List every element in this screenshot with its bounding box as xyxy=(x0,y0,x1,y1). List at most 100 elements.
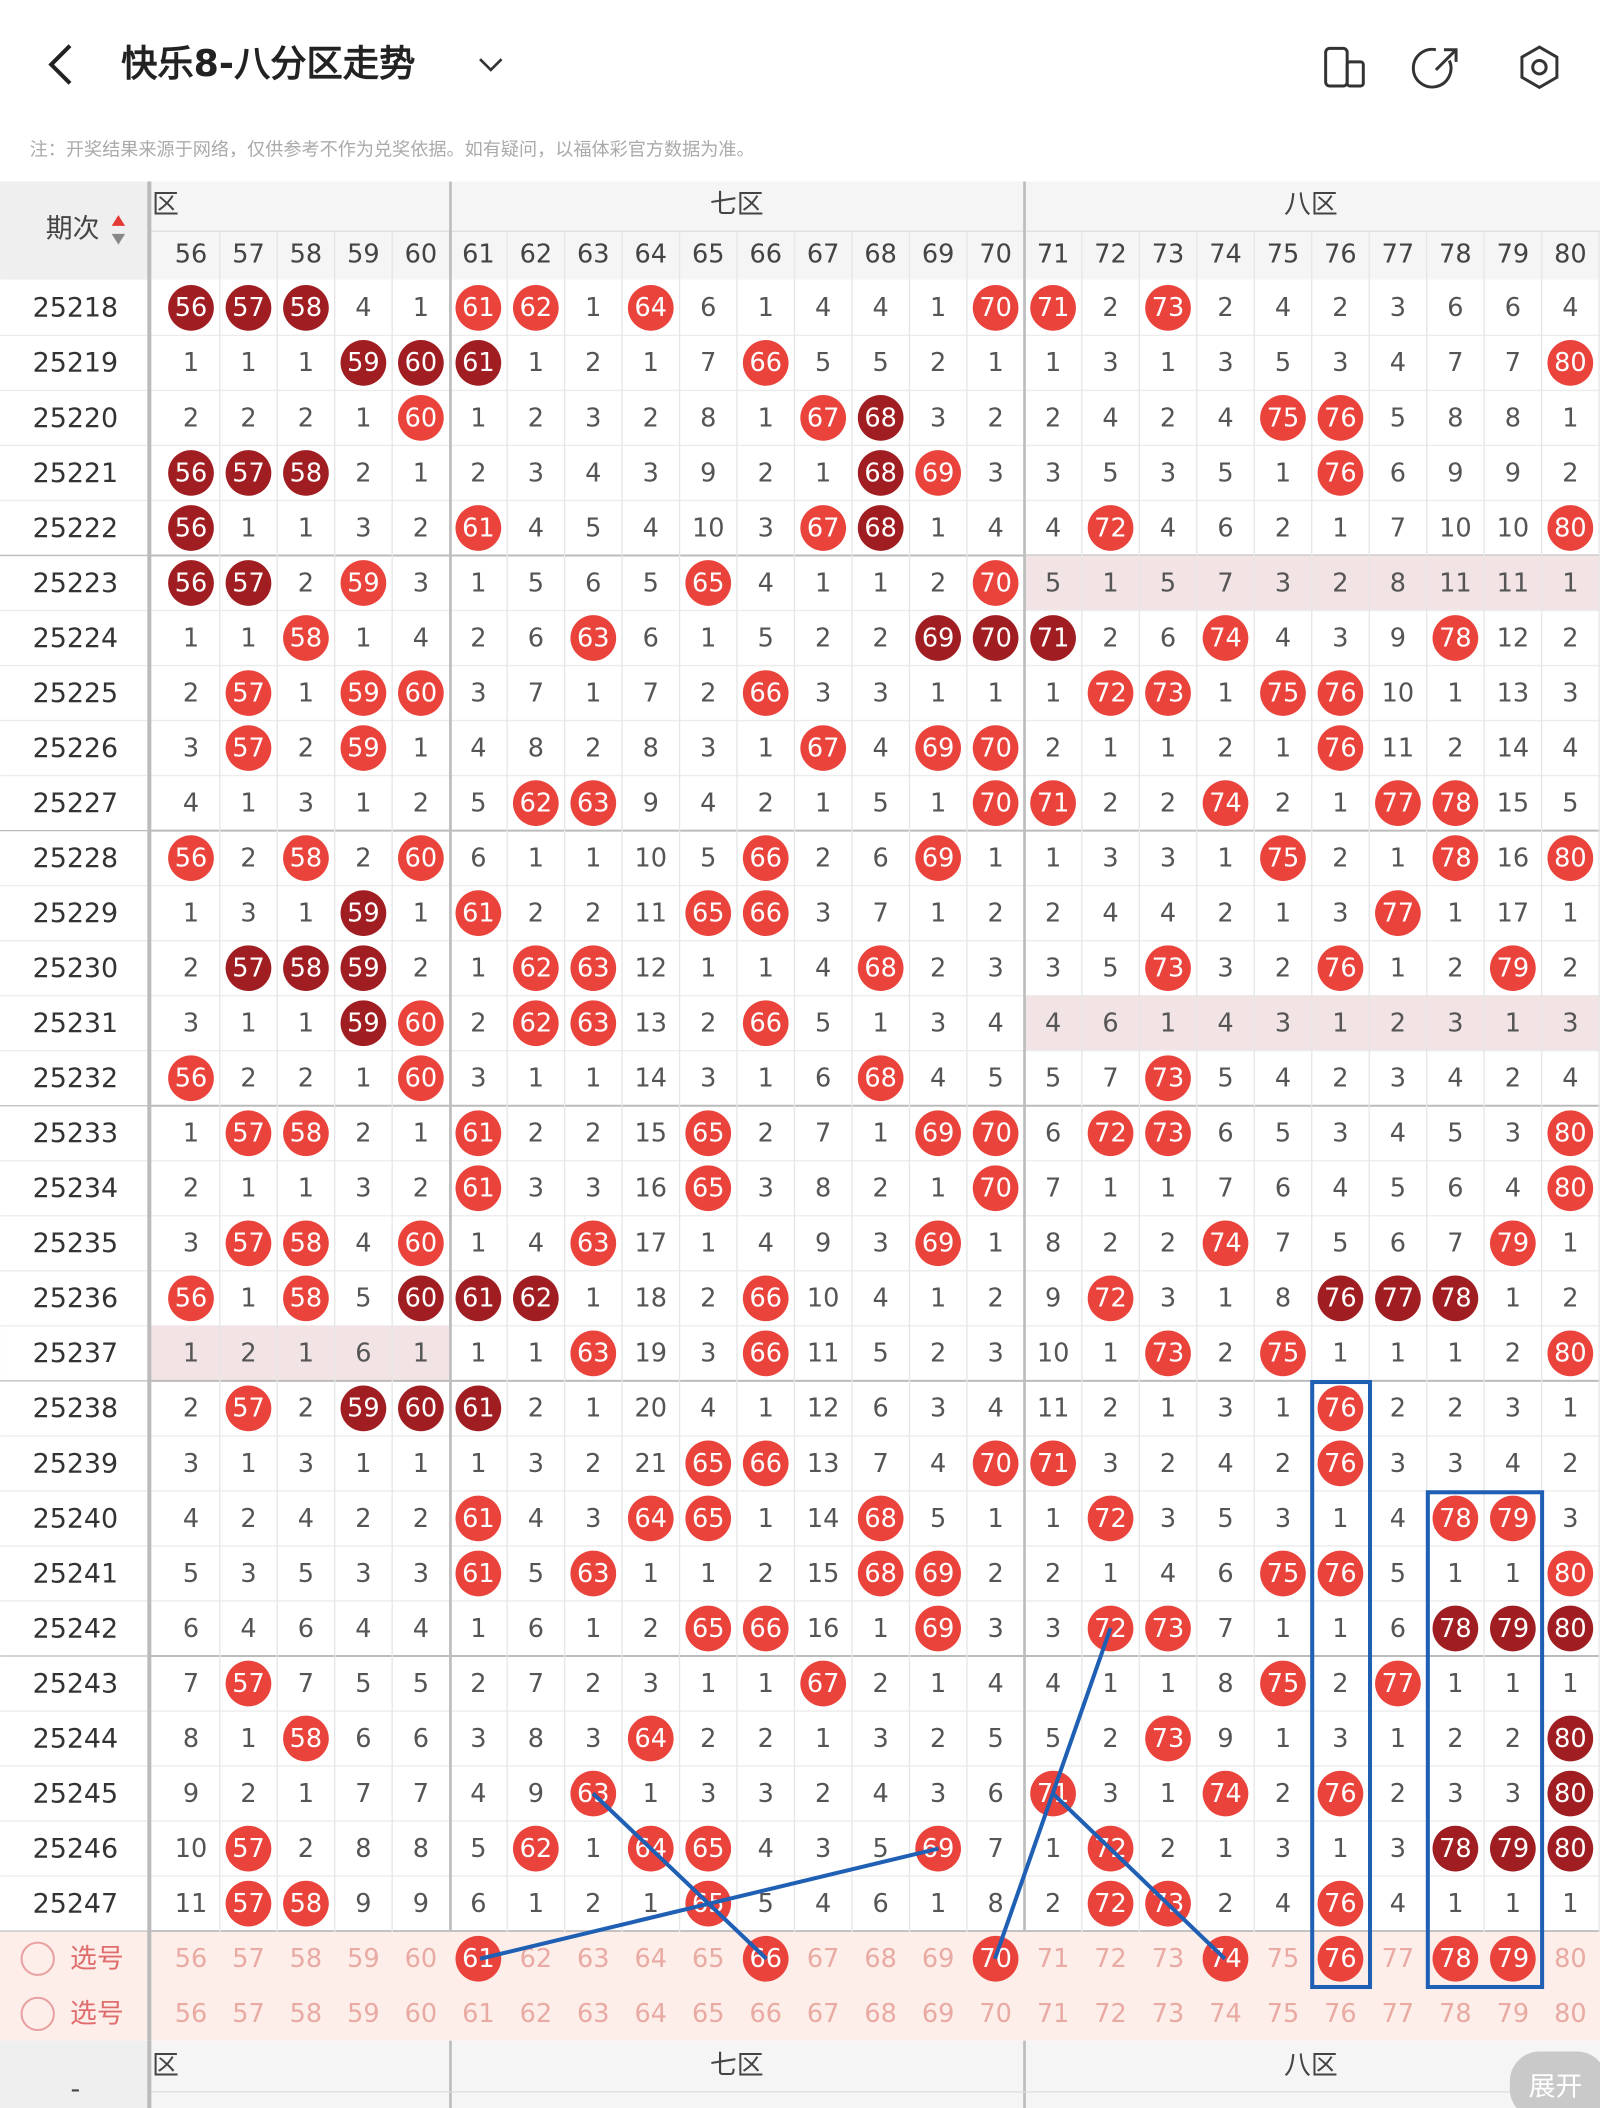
miss-count: 2 xyxy=(470,1009,486,1039)
ball xyxy=(398,1000,444,1047)
miss-count: 8 xyxy=(700,403,716,433)
ball-number: 73 xyxy=(1152,293,1185,323)
ball xyxy=(972,1165,1019,1212)
ball xyxy=(1145,1055,1191,1102)
select-toggle[interactable] xyxy=(20,1996,55,2032)
miss-count: 1 xyxy=(470,1449,486,1479)
selectable-number[interactable]: 76 xyxy=(1324,1999,1357,2029)
ball xyxy=(283,1110,329,1157)
miss-count: 1 xyxy=(413,898,429,928)
miss-count: 5 xyxy=(873,788,889,818)
miss-count: 1 xyxy=(470,568,486,598)
selectable-number[interactable]: 65 xyxy=(692,1944,725,1974)
selectable-number[interactable]: 71 xyxy=(1037,1944,1069,1974)
miss-count: 17 xyxy=(635,1229,667,1259)
selectable-number[interactable]: 67 xyxy=(807,1999,840,2029)
dropdown-icon[interactable] xyxy=(479,58,503,72)
ball-number: 68 xyxy=(864,1064,897,1094)
ball-number: 77 xyxy=(1382,1669,1415,1699)
miss-count: 4 xyxy=(1160,1559,1176,1589)
selectable-number[interactable]: 67 xyxy=(807,1944,840,1974)
selectable-number[interactable]: 62 xyxy=(520,1999,553,2029)
selectable-number[interactable]: 68 xyxy=(864,1944,897,1974)
ball xyxy=(1432,1935,1479,1982)
miss-count: 3 xyxy=(1217,1394,1233,1424)
ball-number: 65 xyxy=(692,1449,725,1479)
selectable-number[interactable]: 58 xyxy=(290,1999,323,2029)
back-button[interactable] xyxy=(48,44,72,85)
miss-count: 1 xyxy=(1160,1009,1176,1039)
selectable-number[interactable]: 59 xyxy=(347,1944,379,1974)
selectable-number[interactable]: 60 xyxy=(405,1944,438,1974)
miss-count: 1 xyxy=(815,788,831,818)
miss-count: 2 xyxy=(643,1614,659,1644)
ball-number: 61 xyxy=(462,293,495,323)
ball-number: 60 xyxy=(405,403,438,433)
miss-count: 1 xyxy=(1102,1174,1118,1204)
expand-button[interactable]: 展开 xyxy=(1529,2071,1583,2102)
selectable-number[interactable]: 78 xyxy=(1439,1999,1472,2029)
selectable-number[interactable]: 69 xyxy=(922,1999,954,2029)
selectable-number[interactable]: 73 xyxy=(1152,1944,1185,1974)
sort-up[interactable] xyxy=(111,215,126,226)
selectable-number[interactable]: 58 xyxy=(290,1944,323,1974)
sort-down[interactable] xyxy=(111,233,126,245)
selectable-number[interactable]: 75 xyxy=(1267,1999,1300,2029)
miss-count: 4 xyxy=(758,568,774,598)
selectable-number[interactable]: 56 xyxy=(175,1999,208,2029)
selectable-number[interactable]: 56 xyxy=(175,1944,208,1974)
column-number: 73 xyxy=(1152,239,1185,269)
selectable-number[interactable]: 69 xyxy=(922,1944,954,1974)
ball-number: 70 xyxy=(979,623,1012,653)
selectable-number[interactable]: 77 xyxy=(1382,1999,1415,2029)
selectable-number[interactable]: 75 xyxy=(1267,1944,1300,1974)
selectable-number[interactable]: 79 xyxy=(1497,1999,1530,2029)
miss-count: 1 xyxy=(758,954,774,984)
select-label[interactable]: 选号 xyxy=(70,1999,124,2030)
selectable-number[interactable]: 57 xyxy=(232,1999,265,2029)
selectable-number[interactable]: 64 xyxy=(635,1944,667,1974)
trend-line xyxy=(1051,1791,1227,1961)
selectable-number[interactable]: 72 xyxy=(1094,1944,1126,1974)
selectable-number[interactable]: 71 xyxy=(1037,1999,1069,2029)
selectable-number[interactable]: 64 xyxy=(635,1999,667,2029)
miss-count: 1 xyxy=(1102,1339,1118,1369)
miss-count: 13 xyxy=(807,1449,840,1479)
selectable-number[interactable]: 70 xyxy=(979,1999,1012,2029)
selectable-number[interactable]: 63 xyxy=(577,1944,609,1974)
selectable-number[interactable]: 65 xyxy=(692,1999,725,2029)
share-icon[interactable] xyxy=(1411,47,1458,89)
miss-count: 1 xyxy=(700,1559,716,1589)
ball xyxy=(857,1055,904,1102)
expand-button-bg[interactable] xyxy=(1509,2051,1600,2108)
selectable-number[interactable]: 74 xyxy=(1209,1999,1242,2029)
selectable-number[interactable]: 80 xyxy=(1554,1944,1587,1974)
miss-count: 6 xyxy=(470,843,486,873)
selectable-number[interactable]: 73 xyxy=(1152,1999,1185,2029)
layout-icon[interactable] xyxy=(1324,46,1365,88)
ball-number: 70 xyxy=(979,1119,1012,1149)
ball-number: 72 xyxy=(1094,513,1126,543)
selectable-number[interactable]: 72 xyxy=(1094,1999,1126,2029)
miss-count: 2 xyxy=(987,1559,1003,1589)
issue-number: 25246 xyxy=(33,1833,119,1864)
selectable-number[interactable]: 60 xyxy=(405,1999,438,2029)
select-label[interactable]: 选号 xyxy=(70,1944,124,1975)
column-number: 64 xyxy=(635,2105,667,2108)
miss-count: 1 xyxy=(298,348,314,378)
selectable-number[interactable]: 77 xyxy=(1382,1944,1415,1974)
selectable-number[interactable]: 59 xyxy=(347,1999,379,2029)
selectable-number[interactable]: 63 xyxy=(577,1999,609,2029)
selectable-number[interactable]: 66 xyxy=(749,1999,781,2029)
column-number: 59 xyxy=(347,239,379,269)
selectable-number[interactable]: 68 xyxy=(864,1999,897,2029)
miss-count: 1 xyxy=(240,1174,256,1204)
select-toggle[interactable] xyxy=(20,1941,55,1976)
miss-count: 4 xyxy=(1275,623,1291,653)
miss-count: 8 xyxy=(1447,403,1463,433)
selectable-number[interactable]: 57 xyxy=(232,1944,265,1974)
settings-icon[interactable] xyxy=(1520,45,1559,90)
selectable-number[interactable]: 61 xyxy=(462,1999,495,2029)
selectable-number[interactable]: 80 xyxy=(1554,1999,1587,2029)
disclaimer: 注：开奖结果来源于网络，仅供参考不作为兑奖依据。如有疑问，以福体彩官方数据为准。 xyxy=(30,140,755,161)
